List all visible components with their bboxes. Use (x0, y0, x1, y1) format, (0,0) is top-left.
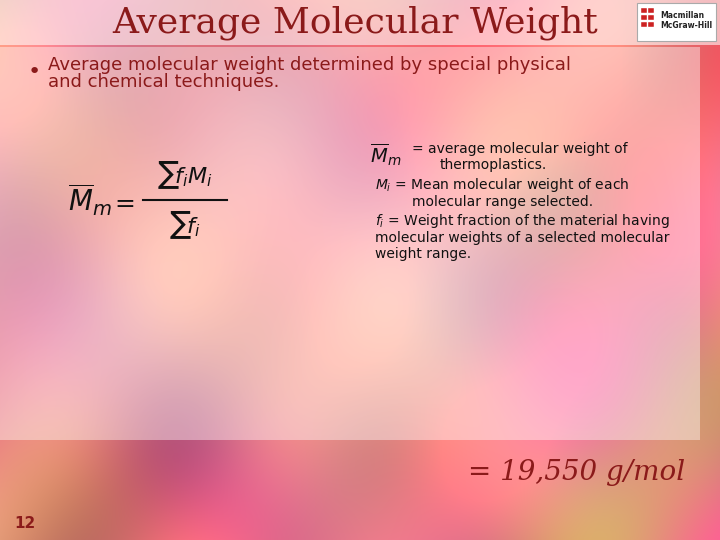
FancyBboxPatch shape (0, 47, 700, 440)
Text: Average molecular weight determined by special physical: Average molecular weight determined by s… (48, 56, 571, 74)
Text: $\sum\!f_i$: $\sum\!f_i$ (169, 209, 201, 241)
FancyBboxPatch shape (641, 22, 647, 27)
FancyBboxPatch shape (0, 0, 720, 45)
Text: $M_i$ = Mean molecular weight of each: $M_i$ = Mean molecular weight of each (375, 176, 629, 194)
Text: $f_i$ = Weight fraction of the material having: $f_i$ = Weight fraction of the material … (375, 212, 670, 230)
FancyBboxPatch shape (641, 15, 647, 20)
Text: $\overline{M}_m$: $\overline{M}_m$ (370, 142, 401, 168)
FancyBboxPatch shape (641, 8, 647, 13)
Text: and chemical techniques.: and chemical techniques. (48, 73, 279, 91)
Text: $\sum\!f_i M_i$: $\sum\!f_i M_i$ (157, 159, 213, 191)
FancyBboxPatch shape (648, 15, 654, 20)
Text: $=$: $=$ (110, 190, 135, 214)
Text: molecular range selected.: molecular range selected. (412, 195, 593, 209)
Text: weight range.: weight range. (375, 247, 471, 261)
Text: McGraw-Hill: McGraw-Hill (660, 21, 712, 30)
Text: $\overline{M}_m$: $\overline{M}_m$ (68, 181, 112, 218)
Text: Average Molecular Weight: Average Molecular Weight (112, 6, 598, 40)
FancyBboxPatch shape (637, 3, 716, 41)
Text: •: • (28, 62, 41, 82)
Text: 12: 12 (14, 516, 35, 531)
FancyBboxPatch shape (648, 8, 654, 13)
Text: molecular weights of a selected molecular: molecular weights of a selected molecula… (375, 231, 670, 245)
FancyBboxPatch shape (648, 22, 654, 27)
Text: Macmillan: Macmillan (660, 11, 704, 21)
Text: = 19,550 g/mol: = 19,550 g/mol (468, 458, 685, 485)
Text: = average molecular weight of: = average molecular weight of (412, 142, 628, 156)
Text: thermoplastics.: thermoplastics. (440, 158, 547, 172)
